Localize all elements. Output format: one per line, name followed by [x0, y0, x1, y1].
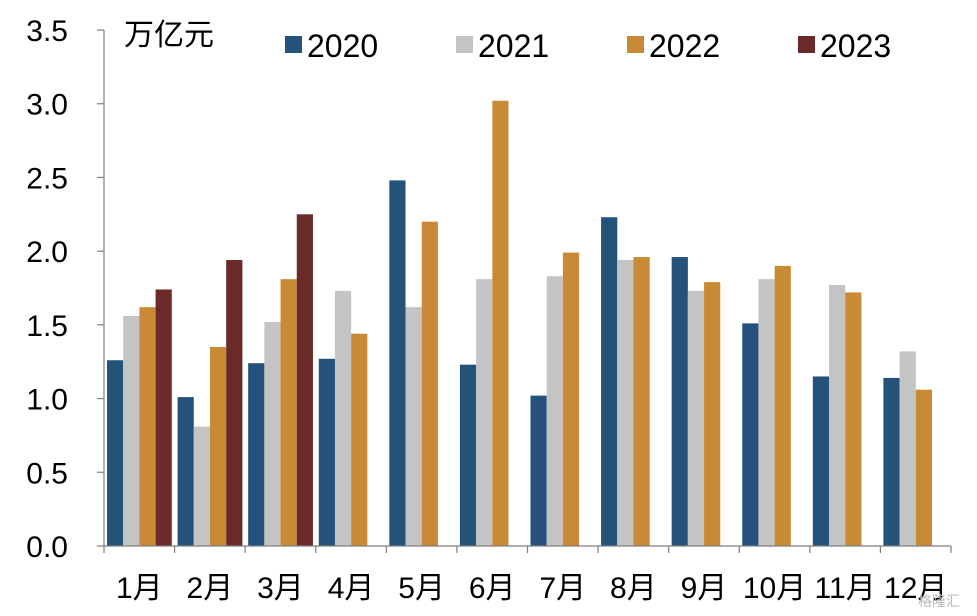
- bar-2022-11: [845, 292, 862, 546]
- bar-2020-5: [389, 180, 406, 546]
- legend-label-2023: 2023: [820, 28, 891, 64]
- bar-2020-6: [459, 364, 477, 546]
- legend-label-2022: 2022: [649, 28, 720, 64]
- x-tick-label: 3月: [257, 572, 304, 605]
- bar-2020-12: [883, 377, 900, 546]
- x-tick-label: 2月: [187, 572, 234, 605]
- y-tick-label: 1.0: [26, 384, 68, 417]
- legend-swatch-2022: [627, 36, 644, 53]
- y-tick-label: 1.5: [26, 310, 68, 343]
- bar-2023-3: [296, 214, 313, 547]
- bar-2021-6: [476, 279, 493, 546]
- bar-2021-11: [829, 285, 846, 546]
- bar-2021-5: [405, 307, 422, 546]
- bar-2022-6: [492, 100, 509, 547]
- y-tick-label: 3.5: [26, 15, 68, 48]
- y-tick-label: 0.5: [26, 457, 68, 490]
- legend-label-2021: 2021: [478, 28, 549, 64]
- x-tick-label: 9月: [681, 572, 728, 605]
- x-tick-label: 1月: [116, 572, 163, 605]
- bar-2022-12: [915, 389, 933, 546]
- x-tick-label: 6月: [469, 572, 516, 605]
- x-tick-label: 4月: [328, 572, 375, 605]
- y-tick-label: 0.0: [26, 531, 68, 564]
- y-tick-label: 2.5: [26, 162, 68, 195]
- bar-2021-10: [758, 279, 775, 546]
- x-tick-label: 11月: [815, 572, 876, 605]
- bar-2021-4: [334, 290, 352, 546]
- bar-2021-8: [617, 259, 634, 546]
- bar-2022-8: [633, 257, 650, 546]
- bar-2022-2: [209, 346, 227, 546]
- bars-group: [107, 100, 933, 547]
- legend-swatch-2020: [285, 36, 302, 53]
- bar-2022-1: [139, 307, 156, 546]
- legend-label-2020: 2020: [307, 28, 378, 64]
- bar-2020-11: [812, 376, 830, 546]
- bar-2021-1: [123, 316, 140, 546]
- x-tick-label: 7月: [539, 572, 586, 605]
- x-tick-label: 12月: [884, 572, 947, 605]
- axes-group: 0.0 0.5 1.0 1.5 2.0 2.5 3.0 3.5 1月 2月 3月 4月 5月 6月 7月 8月…: [26, 15, 952, 605]
- legend-swatch-2021: [456, 36, 473, 53]
- bar-2020-9: [671, 257, 688, 546]
- y-tick-label: 3.0: [26, 89, 68, 122]
- bar-2020-10: [742, 323, 759, 546]
- bar-2023-1: [155, 289, 172, 546]
- bar-2020-3: [248, 363, 265, 546]
- bar-2020-4: [318, 358, 335, 546]
- x-tick-label: 10月: [743, 572, 806, 605]
- bar-2022-9: [704, 282, 721, 546]
- bar-2020-1: [107, 360, 124, 546]
- bar-2021-3: [264, 321, 281, 546]
- bar-2022-5: [421, 221, 438, 546]
- bar-2021-2: [193, 426, 210, 546]
- x-tick-label: 5月: [398, 572, 445, 605]
- bar-2022-10: [774, 265, 791, 546]
- x-tick-label: 8月: [610, 572, 657, 605]
- bar-2021-7: [546, 276, 563, 546]
- bar-2021-12: [899, 351, 916, 546]
- watermark-text: 格隆汇: [918, 594, 960, 610]
- bar-2022-7: [562, 252, 580, 546]
- y-tick-label: 2.0: [26, 236, 68, 269]
- y-axis-unit-label: 万亿元: [124, 18, 214, 53]
- bar-2020-2: [177, 397, 194, 546]
- bar-2023-2: [226, 259, 243, 546]
- legend: 2020 2021 2022 2023: [285, 28, 891, 64]
- bar-2020-7: [530, 395, 547, 546]
- bar-2021-9: [687, 290, 705, 546]
- bar-2022-3: [280, 279, 297, 546]
- legend-swatch-2023: [798, 36, 815, 53]
- bar-2020-8: [601, 217, 618, 547]
- bar-2022-4: [351, 333, 368, 546]
